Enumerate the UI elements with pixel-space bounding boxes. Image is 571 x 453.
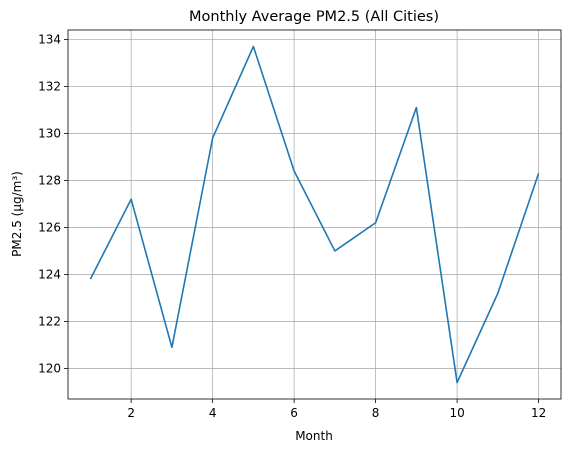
x-tick-label: 6 (290, 406, 298, 420)
x-axis: 2 4 6 8 10 12 (127, 399, 546, 420)
plot-frame (67, 29, 562, 400)
grid (68, 30, 561, 399)
y-tick-label: 126 (38, 220, 61, 234)
y-tick-label: 120 (38, 361, 61, 375)
y-tick-label: 122 (38, 314, 61, 328)
y-tick-label: 124 (38, 267, 61, 281)
x-axis-label: Month (295, 429, 333, 443)
x-tick-label: 10 (449, 406, 464, 420)
x-tick-label: 8 (372, 406, 380, 420)
y-tick-label: 130 (38, 126, 61, 140)
y-axis: 120 122 124 126 128 130 132 134 (38, 32, 68, 375)
chart-title: Monthly Average PM2.5 (All Cities) (189, 9, 439, 25)
y-tick-label: 132 (38, 79, 61, 93)
y-tick-label: 128 (38, 173, 61, 187)
y-tick-label: 134 (38, 32, 61, 46)
series-line (89, 45, 540, 384)
series-layer (89, 45, 540, 384)
x-tick-label: 2 (127, 406, 135, 420)
x-tick-label: 12 (531, 406, 546, 420)
x-tick-label: 4 (209, 406, 217, 420)
y-axis-label: PM2.5 (μg/m³) (10, 171, 24, 257)
